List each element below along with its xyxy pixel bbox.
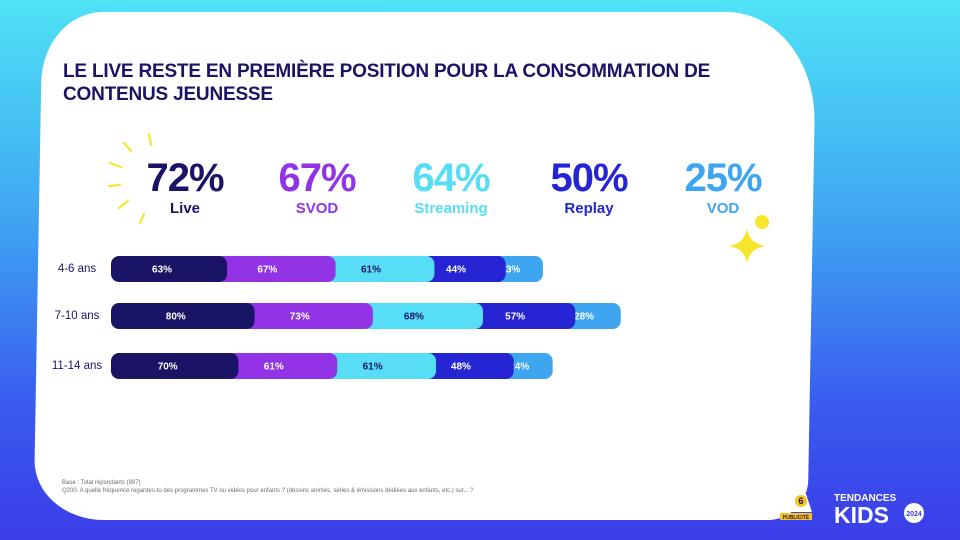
kpi-label: Streaming — [414, 200, 488, 217]
kids-logo-main: KIDS — [834, 502, 889, 527]
bar — [323, 353, 437, 379]
bar-segment-live: 63% — [111, 256, 228, 282]
kpi-value: 72% — [146, 156, 224, 200]
bar — [111, 256, 228, 282]
bar-segment-replay: 57% — [469, 303, 576, 329]
bar-value-label: 61% — [264, 362, 284, 373]
sparkle-icon — [728, 228, 766, 264]
m6-publicite-logo: 6 PUBLICITÉ — [780, 494, 812, 521]
footnote: Base : Total répondants (897) Q200. A qu… — [62, 479, 682, 495]
bar-value-label: 67% — [257, 265, 277, 276]
kpi-replay: 50% Replay — [534, 156, 644, 218]
kpi-value: 50% — [550, 156, 628, 200]
bar — [111, 303, 255, 329]
svg-text:6: 6 — [798, 496, 803, 506]
bar — [561, 303, 621, 329]
bar-segment-streaming: 61% — [321, 256, 435, 282]
bar-value-label: 44% — [446, 265, 466, 276]
bar-segment-svod: 73% — [240, 303, 373, 329]
row-label-4-6: 4-6 ans — [57, 263, 97, 275]
kpi-label: VOD — [706, 200, 740, 217]
bar-segment-vod: 28% — [561, 303, 621, 329]
bar-value-label: 23% — [500, 265, 520, 276]
kids-logo-year: 2024 — [906, 511, 922, 518]
bar-segment-streaming: 68% — [358, 303, 484, 329]
kpi-live: 72% Live — [130, 156, 240, 218]
kids-logo-top: TENDANCES — [834, 493, 897, 504]
bar — [422, 353, 514, 379]
page-title: LE LIVE RESTE EN PREMIÈRE POSITION POUR … — [63, 61, 711, 105]
kpi-value: 25% — [684, 156, 762, 200]
footnote-question: Q200. A quelle fréquence regardes-tu des… — [62, 488, 474, 494]
bar-value-label: 48% — [451, 362, 471, 373]
bar — [420, 256, 506, 282]
bar-value-label: 68% — [404, 312, 424, 323]
footnote-base: Base : Total répondants (897) — [62, 480, 141, 486]
kpi-value: 67% — [278, 156, 356, 200]
kpi-label: Replay — [564, 200, 614, 217]
sun-rays-icon — [107, 132, 153, 225]
bar — [224, 353, 338, 379]
kpi-value: 64% — [412, 156, 490, 200]
bar-value-label: 28% — [574, 312, 594, 323]
bar-segment-streaming: 61% — [323, 353, 437, 379]
row-label-7-10: 7-10 ans — [54, 310, 100, 322]
bar — [240, 303, 373, 329]
bar — [469, 303, 576, 329]
kpi-svod: 67% SVOD — [262, 156, 372, 218]
kpi-label: SVOD — [295, 200, 339, 217]
bar — [358, 303, 484, 329]
yellow-dot-icon — [755, 215, 769, 229]
m6-logo-label: PUBLICITÉ — [783, 513, 810, 521]
bar-value-label: 57% — [505, 312, 525, 323]
bar-value-label: 63% — [152, 265, 172, 276]
bar — [111, 353, 239, 379]
row-label-11-14: 11-14 ans — [51, 360, 103, 372]
bar-segment-svod: 61% — [224, 353, 338, 379]
bar-segment-svod: 67% — [213, 256, 336, 282]
bar-value-label: 61% — [361, 265, 381, 276]
bar-segment-live: 70% — [111, 353, 239, 379]
bar-segment-live: 80% — [111, 303, 255, 329]
kpi-vod: 25% VOD — [668, 156, 778, 218]
bar — [213, 256, 336, 282]
kpi-label: Live — [169, 200, 200, 217]
bar-value-label: 61% — [363, 362, 383, 373]
bar-segment-replay: 48% — [422, 353, 514, 379]
bar-value-label: 80% — [166, 312, 186, 323]
bar-value-label: 70% — [158, 362, 178, 373]
bar-segment-replay: 44% — [420, 256, 506, 282]
bar-value-label: 24% — [509, 362, 529, 373]
kpi-streaming: 64% Streaming — [396, 156, 506, 218]
bar-value-label: 73% — [290, 312, 310, 323]
bar — [321, 256, 435, 282]
tendances-kids-logo: TENDANCES KIDS 2024 — [834, 493, 924, 527]
